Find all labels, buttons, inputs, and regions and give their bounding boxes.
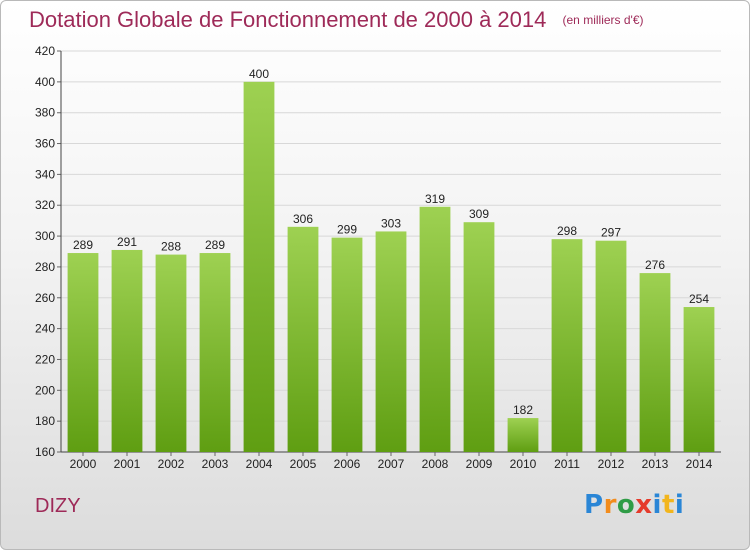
y-tick-label: 340 xyxy=(35,167,55,181)
x-tick-label: 2000 xyxy=(70,457,97,471)
x-tick-label: 2002 xyxy=(158,457,185,471)
bar xyxy=(111,249,143,452)
bar xyxy=(67,253,99,452)
bar xyxy=(243,81,275,452)
data-label: 319 xyxy=(425,192,445,206)
y-tick-label: 300 xyxy=(35,229,55,243)
chart-title-text: Dotation Globale de Fonctionnement de 20… xyxy=(29,7,547,32)
x-tick-label: 2007 xyxy=(378,457,405,471)
x-tick-label: 2011 xyxy=(554,457,580,471)
x-tick-label: 2006 xyxy=(334,457,361,471)
bar xyxy=(287,226,319,452)
bar xyxy=(331,237,363,452)
chart-unit-note: (en milliers d'€) xyxy=(562,13,644,27)
bar xyxy=(463,222,495,452)
data-label: 297 xyxy=(601,226,621,240)
x-tick-label: 2001 xyxy=(114,457,141,471)
data-label: 303 xyxy=(381,216,401,230)
bar xyxy=(375,231,407,452)
data-label: 400 xyxy=(249,67,269,81)
y-tick-label: 220 xyxy=(35,352,55,366)
y-tick-label: 380 xyxy=(35,106,55,120)
x-tick-label: 2012 xyxy=(598,457,625,471)
bar xyxy=(639,273,671,452)
x-tick-label: 2003 xyxy=(202,457,229,471)
y-tick-label: 420 xyxy=(35,44,55,58)
x-tick-label: 2009 xyxy=(466,457,493,471)
data-label: 276 xyxy=(645,258,665,272)
bar xyxy=(551,239,583,452)
data-label: 291 xyxy=(117,235,137,249)
chart-title: Dotation Globale de Fonctionnement de 20… xyxy=(29,7,644,33)
y-tick-label: 160 xyxy=(35,445,55,459)
data-label: 299 xyxy=(337,223,357,237)
data-label: 288 xyxy=(161,240,181,254)
bar xyxy=(595,240,627,452)
data-label: 306 xyxy=(293,212,313,226)
x-tick-label: 2013 xyxy=(642,457,669,471)
data-label: 309 xyxy=(469,207,489,221)
data-label: 298 xyxy=(557,224,577,238)
x-tick-label: 2008 xyxy=(422,457,449,471)
data-label: 289 xyxy=(73,238,93,252)
x-tick-label: 2014 xyxy=(686,457,713,471)
y-tick-label: 400 xyxy=(35,75,55,89)
y-tick-label: 260 xyxy=(35,291,55,305)
bar xyxy=(155,254,187,452)
x-tick-label: 2004 xyxy=(246,457,273,471)
data-label: 289 xyxy=(205,238,225,252)
y-tick-label: 180 xyxy=(35,414,55,428)
commune-name: DIZY xyxy=(35,495,81,517)
proxiti-logo: Proxiti xyxy=(584,490,685,520)
y-tick-label: 240 xyxy=(35,322,55,336)
y-tick-label: 280 xyxy=(35,260,55,274)
y-tick-label: 360 xyxy=(35,137,55,151)
x-tick-label: 2005 xyxy=(290,457,317,471)
y-tick-label: 200 xyxy=(35,383,55,397)
bar xyxy=(683,307,715,452)
bar xyxy=(199,253,231,452)
bar xyxy=(419,206,451,452)
data-label: 182 xyxy=(513,403,533,417)
x-tick-label: 2010 xyxy=(510,457,537,471)
bar xyxy=(507,418,539,452)
data-label: 254 xyxy=(689,292,709,306)
y-tick-label: 320 xyxy=(35,198,55,212)
